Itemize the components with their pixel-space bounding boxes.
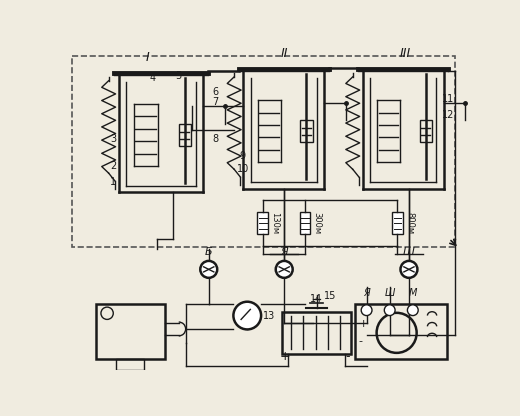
Text: 2: 2 (110, 161, 116, 171)
Text: 7: 7 (213, 97, 219, 107)
Bar (392, 213, 403, 234)
Bar (282, 312, 351, 354)
Text: 14: 14 (310, 295, 322, 305)
Text: Я: Я (280, 247, 288, 257)
Text: 6: 6 (213, 87, 219, 97)
Text: 4: 4 (149, 73, 155, 83)
Text: -: - (359, 336, 363, 346)
Bar (72, 56, 455, 247)
Text: Ш: Ш (384, 288, 395, 298)
Text: 800м: 800м (405, 212, 414, 234)
Text: +: + (359, 319, 368, 329)
Text: 300м: 300м (313, 212, 322, 234)
Bar (300, 213, 310, 234)
Text: II: II (280, 47, 288, 60)
Circle shape (233, 302, 261, 329)
Text: I: I (145, 51, 149, 64)
Text: 9: 9 (240, 151, 245, 161)
Bar (96, 304, 165, 359)
Text: 13: 13 (264, 312, 276, 322)
Text: 5: 5 (176, 71, 182, 81)
Bar (178, 124, 191, 146)
Text: Я: Я (363, 288, 370, 298)
Bar (301, 121, 313, 142)
Text: 130м: 130м (270, 212, 279, 234)
Text: 12: 12 (442, 110, 454, 120)
Text: 15: 15 (324, 291, 336, 301)
Bar (355, 304, 447, 359)
Text: 10: 10 (237, 163, 250, 173)
Bar (420, 121, 432, 142)
Text: -: - (346, 350, 350, 363)
Text: 8: 8 (213, 134, 219, 144)
Bar (116, 359, 144, 370)
Circle shape (200, 261, 217, 278)
Text: 3: 3 (110, 134, 116, 144)
Circle shape (400, 261, 418, 278)
Circle shape (407, 305, 418, 316)
Bar (257, 213, 268, 234)
Text: Б: Б (205, 247, 213, 257)
Text: 1: 1 (110, 177, 116, 187)
Text: 11: 11 (442, 94, 454, 104)
Circle shape (361, 305, 372, 316)
Text: Ш: Ш (403, 247, 415, 257)
Text: III: III (399, 47, 411, 60)
Text: +: + (280, 350, 290, 363)
Circle shape (384, 305, 395, 316)
Text: М: М (409, 288, 417, 298)
Circle shape (276, 261, 293, 278)
